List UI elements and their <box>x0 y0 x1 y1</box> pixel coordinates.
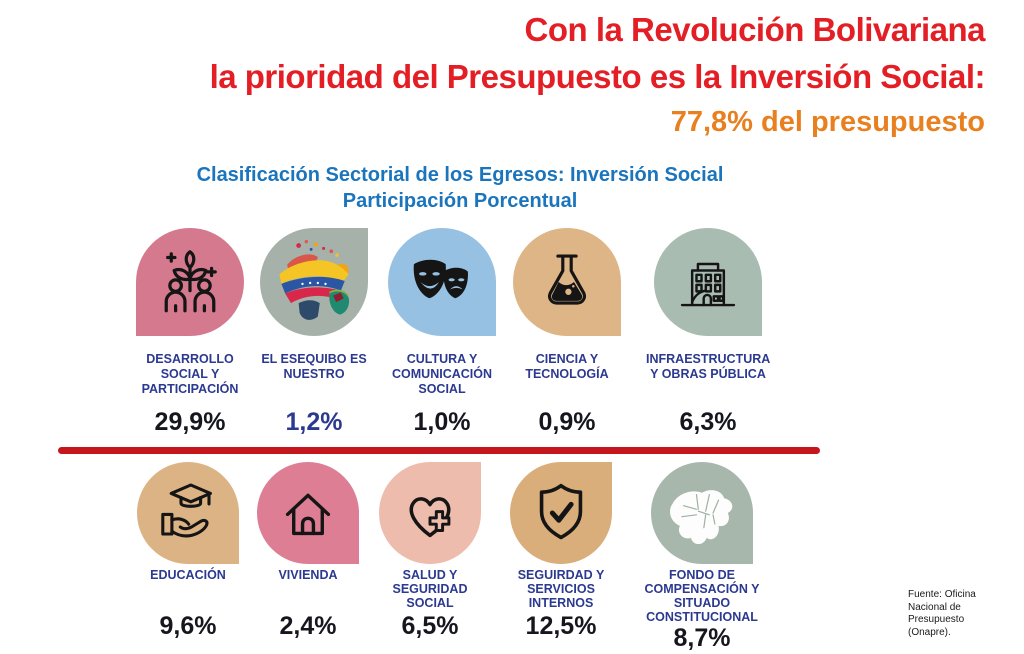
sector-blob <box>136 228 244 336</box>
sector-value: 1,0% <box>413 408 471 436</box>
sector-value: 29,9% <box>154 408 226 436</box>
sector-card-seguridad: SEGUIRDAD Y SERVICIOS INTERNOS 12,5% <box>493 462 629 654</box>
subtitle-line-2: Participación Porcentual <box>342 190 578 212</box>
sector-card-salud: SALUD Y SEGURIDAD SOCIAL 6,5% <box>362 462 498 654</box>
heart-cross-icon <box>409 497 451 538</box>
sector-label: SEGUIRDAD Y SERVICIOS INTERNOS <box>517 568 605 610</box>
sector-label: DESARROLLO SOCIAL Y PARTICIPACIÓN <box>141 352 239 396</box>
sector-label: FONDO DE COMPENSACIÓN Y SITUADO CONSTITU… <box>644 568 760 624</box>
sector-label: CIENCIA Y TECNOLOGÍA <box>525 352 609 381</box>
chart-subtitle: Clasificación Sectorial de los Egresos: … <box>60 162 860 214</box>
people-plant-icon <box>164 250 217 313</box>
sector-value: 0,9% <box>538 408 596 436</box>
theater-masks-icon <box>413 259 468 299</box>
sector-value: 12,5% <box>525 612 597 640</box>
main-title: Con la Revolución Bolivariana la priorid… <box>209 6 986 142</box>
red-divider-line <box>58 447 820 454</box>
venezuela-colorful-map-icon <box>279 239 350 320</box>
sector-value: 2,4% <box>279 612 337 640</box>
title-line-2: la prioridad del Presupuesto es la Inver… <box>209 58 986 95</box>
sector-label: EDUCACIÓN <box>150 568 226 582</box>
sector-label: CULTURA Y COMUNICACIÓN SOCIAL <box>392 352 492 396</box>
sector-blob <box>510 462 612 564</box>
title-line-1: Con la Revolución Bolivariana <box>524 11 986 48</box>
sector-value: 6,3% <box>679 408 737 436</box>
shield-check-icon <box>539 483 583 540</box>
sector-blob <box>379 462 481 564</box>
source-note: Fuente: Oficina Nacional de Presupuesto … <box>908 589 976 638</box>
budget-percentage-highlight: 77,8% del presupuesto <box>670 106 985 138</box>
sector-card-cultura: CULTURA Y COMUNICACIÓN SOCIAL 1,0% <box>374 228 510 443</box>
sector-blob <box>651 462 753 564</box>
sector-value: 8,7% <box>673 624 731 652</box>
sector-blob <box>513 228 621 336</box>
sector-card-educacion: EDUCACIÓN 9,6% <box>120 462 256 654</box>
sector-blob <box>257 462 359 564</box>
sector-value: 9,6% <box>159 612 217 640</box>
sector-card-ciencia: CIENCIA Y TECNOLOGÍA 0,9% <box>499 228 635 443</box>
sector-card-desarrollo-social: DESARROLLO SOCIAL Y PARTICIPACIÓN 29,9% <box>122 228 258 443</box>
sector-blob <box>137 462 239 564</box>
sector-card-esequibo: EL ESEQUIBO ES NUESTRO 1,2% <box>246 228 382 443</box>
venezuela-white-map-icon <box>669 490 733 545</box>
house-icon <box>285 493 331 536</box>
sector-card-vivienda: VIVIENDA 2,4% <box>240 462 376 654</box>
sector-blob <box>260 228 368 336</box>
sector-label: INFRAESTRUCTURA Y OBRAS PÚBLICA <box>646 352 771 381</box>
sector-label: VIVIENDA <box>278 568 338 582</box>
sector-label: SALUD Y SEGURIDAD SOCIAL <box>392 568 468 610</box>
sector-value: 6,5% <box>401 612 459 640</box>
flask-icon <box>548 254 586 305</box>
sector-blob <box>654 228 762 336</box>
sector-card-infraestructura: INFRAESTRUCTURA Y OBRAS PÚBLICA 6,3% <box>640 228 776 443</box>
sector-value: 1,2% <box>285 408 343 436</box>
sector-blob <box>388 228 496 336</box>
subtitle-line-1: Clasificación Sectorial de los Egresos: … <box>196 164 724 186</box>
sector-label: EL ESEQUIBO ES NUESTRO <box>261 352 367 381</box>
building-icon <box>680 262 736 307</box>
graduation-hand-icon <box>161 483 212 538</box>
sector-card-fondo-compensacion: FONDO DE COMPENSACIÓN Y SITUADO CONSTITU… <box>634 462 770 654</box>
